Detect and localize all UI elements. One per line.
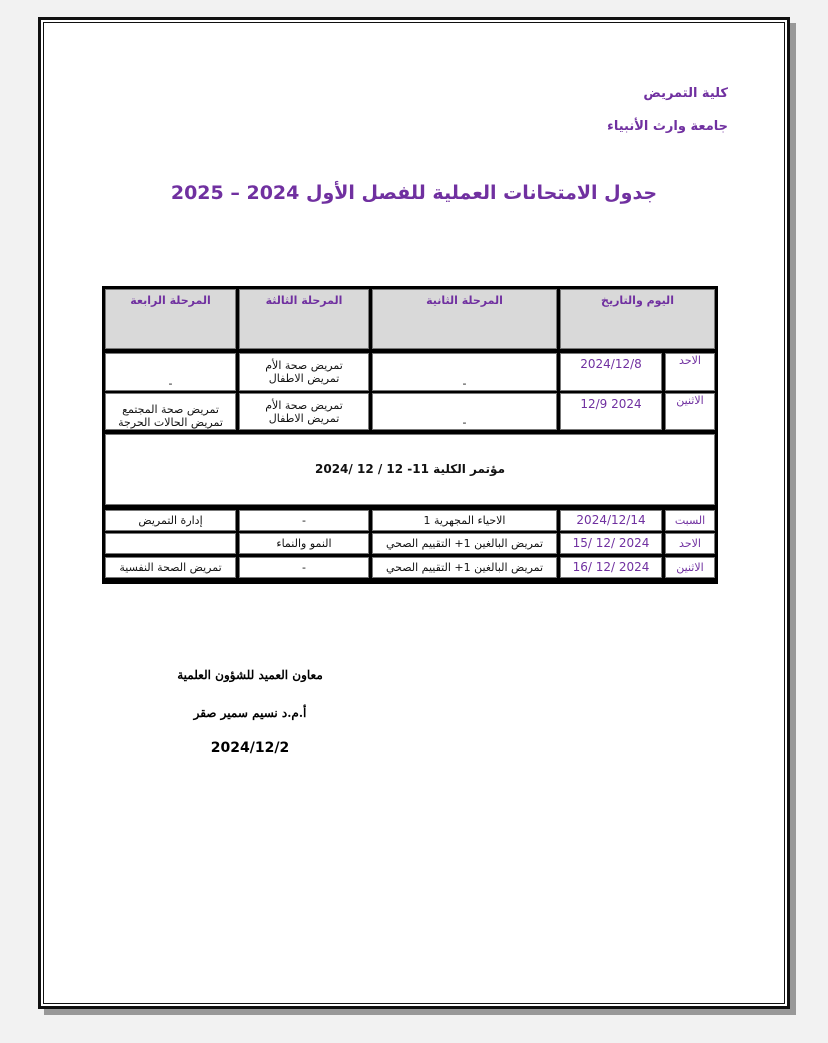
cell-day: الاحد [665, 533, 715, 554]
col-header-day-date: اليوم والتاريخ [560, 289, 715, 349]
cell-stage4: - [105, 353, 236, 391]
conference-row: مؤتمر الكلية 11- 12 / 12 /2024 [105, 434, 715, 505]
cell-day: السبت [665, 510, 715, 531]
cell-stage3: تمريض صحة الأم تمريض الاطفال [239, 353, 369, 391]
cell-date: 2024 /12 /15 [560, 533, 662, 554]
cell-stage3: - [239, 557, 369, 578]
signature-date: 2024/12/2 [210, 740, 290, 756]
cell-date: 2024/12/14 [560, 510, 662, 531]
cell-day: الاحد [665, 353, 715, 391]
col-header-stage2: المرحلة الثانية [372, 289, 557, 349]
cell-stage4 [105, 533, 236, 554]
cell-stage2: - [372, 393, 557, 430]
col-header-stage4: المرحلة الرابعة [105, 289, 236, 349]
cell-stage3: - [239, 510, 369, 531]
col-header-stage3: المرحلة الثالثة [239, 289, 369, 349]
cell-stage4: تمريض الصحة النفسية [105, 557, 236, 578]
page-title: جدول الامتحانات العملية للفصل الأول 2024… [170, 182, 658, 204]
exam-schedule-table: اليوم والتاريخ المرحلة الثانية المرحلة ا… [102, 286, 718, 584]
cell-stage4: تمريض صحة المجتمع تمريض الحالات الحرجة [105, 393, 236, 430]
signature-name: أ.م.د نسيم سمير صقر [193, 706, 307, 720]
cell-stage2: تمريض البالغين 1+ التقييم الصحي [372, 533, 557, 554]
cell-date: 2024 /12 /16 [560, 557, 662, 578]
cell-date: 2024 12/9 [560, 393, 662, 430]
cell-stage2: الاحياء المجهرية 1 [372, 510, 557, 531]
university-name: جامعة وارث الأنبياء [607, 119, 728, 134]
cell-stage2: تمريض البالغين 1+ التقييم الصحي [372, 557, 557, 578]
cell-date: 2024/12/8 [560, 353, 662, 391]
cell-day: الاثنين [665, 557, 715, 578]
cell-stage3: النمو والنماء [239, 533, 369, 554]
cell-stage4: إدارة التمريض [105, 510, 236, 531]
cell-stage3: تمريض صحة الأم تمريض الاطفال [239, 393, 369, 430]
cell-day: الاثنين [665, 393, 715, 430]
faculty-name: كلية التمريض [643, 86, 728, 101]
cell-stage2: - [372, 353, 557, 391]
signature-role: معاون العميد للشؤون العلمية [177, 668, 323, 682]
